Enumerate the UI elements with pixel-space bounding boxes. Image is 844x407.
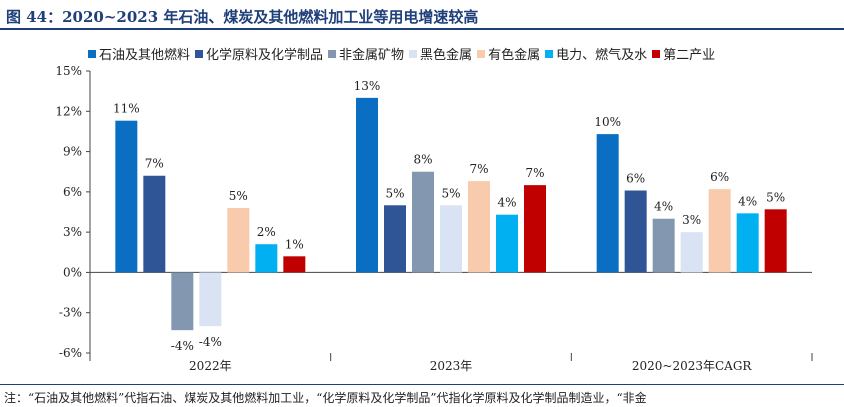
legend-label: 非金属矿物: [339, 48, 405, 63]
bar: [624, 190, 647, 273]
data-label: 8%: [413, 153, 432, 167]
data-label: 7%: [145, 157, 164, 171]
bar: [652, 218, 675, 273]
bar: [115, 120, 138, 273]
title-bar: 图 44：2020~2023 年石油、煤炭及其他燃料加工业等用电增速较高: [0, 0, 844, 30]
bar: [680, 232, 703, 273]
y-tick-label: 9%: [63, 145, 82, 159]
legend-label: 第二产业: [663, 48, 716, 63]
data-label: 5%: [766, 190, 785, 204]
legend-swatch: [328, 49, 337, 58]
legend-swatch: [477, 49, 486, 58]
legend-swatch: [195, 49, 204, 58]
bar: [384, 205, 406, 273]
x-category-label: 2022年: [189, 359, 232, 373]
bar: [764, 209, 787, 273]
legend-swatch: [652, 49, 661, 58]
legend-item: 第二产业: [652, 44, 715, 63]
data-label: 6%: [626, 172, 645, 186]
data-label: 3%: [682, 213, 701, 227]
legend-label: 化学原料及化学制品: [206, 48, 324, 63]
legend-item: 非金属矿物: [328, 44, 404, 63]
bar: [524, 185, 546, 273]
y-tick-label: 3%: [63, 225, 82, 239]
data-label: 13%: [354, 79, 381, 93]
data-label: 4%: [654, 200, 673, 214]
chart-note: 注：“石油及其他燃料”代指石油、煤炭及其他燃料加工业，“化学原料及化学制品”代指…: [4, 391, 647, 405]
footer: 注：“石油及其他燃料”代指石油、煤炭及其他燃料加工业，“化学原料及化学制品”代指…: [0, 384, 844, 407]
data-label: 7%: [469, 162, 488, 176]
legend-item: 石油及其他燃料: [88, 44, 190, 63]
y-tick-label: 12%: [55, 104, 82, 118]
legend-item: 化学原料及化学制品: [195, 44, 323, 63]
legend-swatch: [545, 49, 554, 58]
legend-swatch: [88, 49, 96, 58]
data-label: -4%: [199, 335, 222, 349]
legend-label: 电力、燃气及水: [556, 48, 648, 63]
data-label: 4%: [738, 194, 757, 208]
y-tick-label: -3%: [59, 306, 82, 320]
bar: [496, 214, 518, 273]
data-label: 10%: [594, 115, 621, 129]
bar-chart: 15% 12% 9% 6% 3% 0% -3% -6% 2022年 2023年 2020~2023年…: [55, 64, 813, 373]
chart-title: 图 44：2020~2023 年石油、煤炭及其他燃料加工业等用电增速较高: [6, 8, 479, 26]
legend-item: 有色金属: [477, 44, 540, 63]
data-label: 7%: [525, 166, 544, 180]
data-label: 5%: [441, 186, 460, 200]
bar: [708, 189, 731, 273]
y-tick-label: 15%: [55, 64, 82, 78]
bar: [468, 181, 490, 273]
y-tick-label: 0%: [63, 265, 82, 279]
bar: [255, 244, 278, 273]
legend-item: 电力、燃气及水: [545, 44, 647, 63]
data-label: 1%: [285, 237, 304, 251]
legend-item: 黑色金属: [409, 44, 472, 63]
legend-swatch: [409, 49, 418, 58]
y-tick-label: 6%: [63, 185, 82, 199]
bar: [736, 213, 759, 273]
bar: [412, 171, 434, 273]
data-label: -4%: [171, 339, 194, 353]
data-label: 5%: [229, 189, 248, 203]
bar: [143, 175, 166, 273]
data-label: 4%: [497, 196, 516, 210]
bar: [356, 97, 378, 273]
chart-legend: 石油及其他燃料 化学原料及化学制品 非金属矿物 黑色金属 有色金属 电力、燃气及水 第二产业: [88, 44, 720, 63]
bar: [199, 272, 222, 327]
x-category-label: 2020~2023年CAGR: [632, 359, 753, 373]
bar: [171, 272, 194, 331]
bar: [227, 207, 250, 273]
x-category-label: 2023年: [430, 359, 473, 373]
bar: [283, 256, 306, 273]
bar: [440, 205, 462, 273]
legend-label: 有色金属: [488, 48, 541, 63]
data-label: 5%: [385, 186, 404, 200]
legend-label: 石油及其他燃料: [99, 48, 191, 63]
data-label: 6%: [710, 170, 729, 184]
y-tick-label: -6%: [59, 346, 82, 360]
data-label: 11%: [113, 102, 140, 116]
legend-label: 黑色金属: [420, 48, 473, 63]
data-label: 2%: [257, 225, 276, 239]
bar: [596, 134, 619, 273]
